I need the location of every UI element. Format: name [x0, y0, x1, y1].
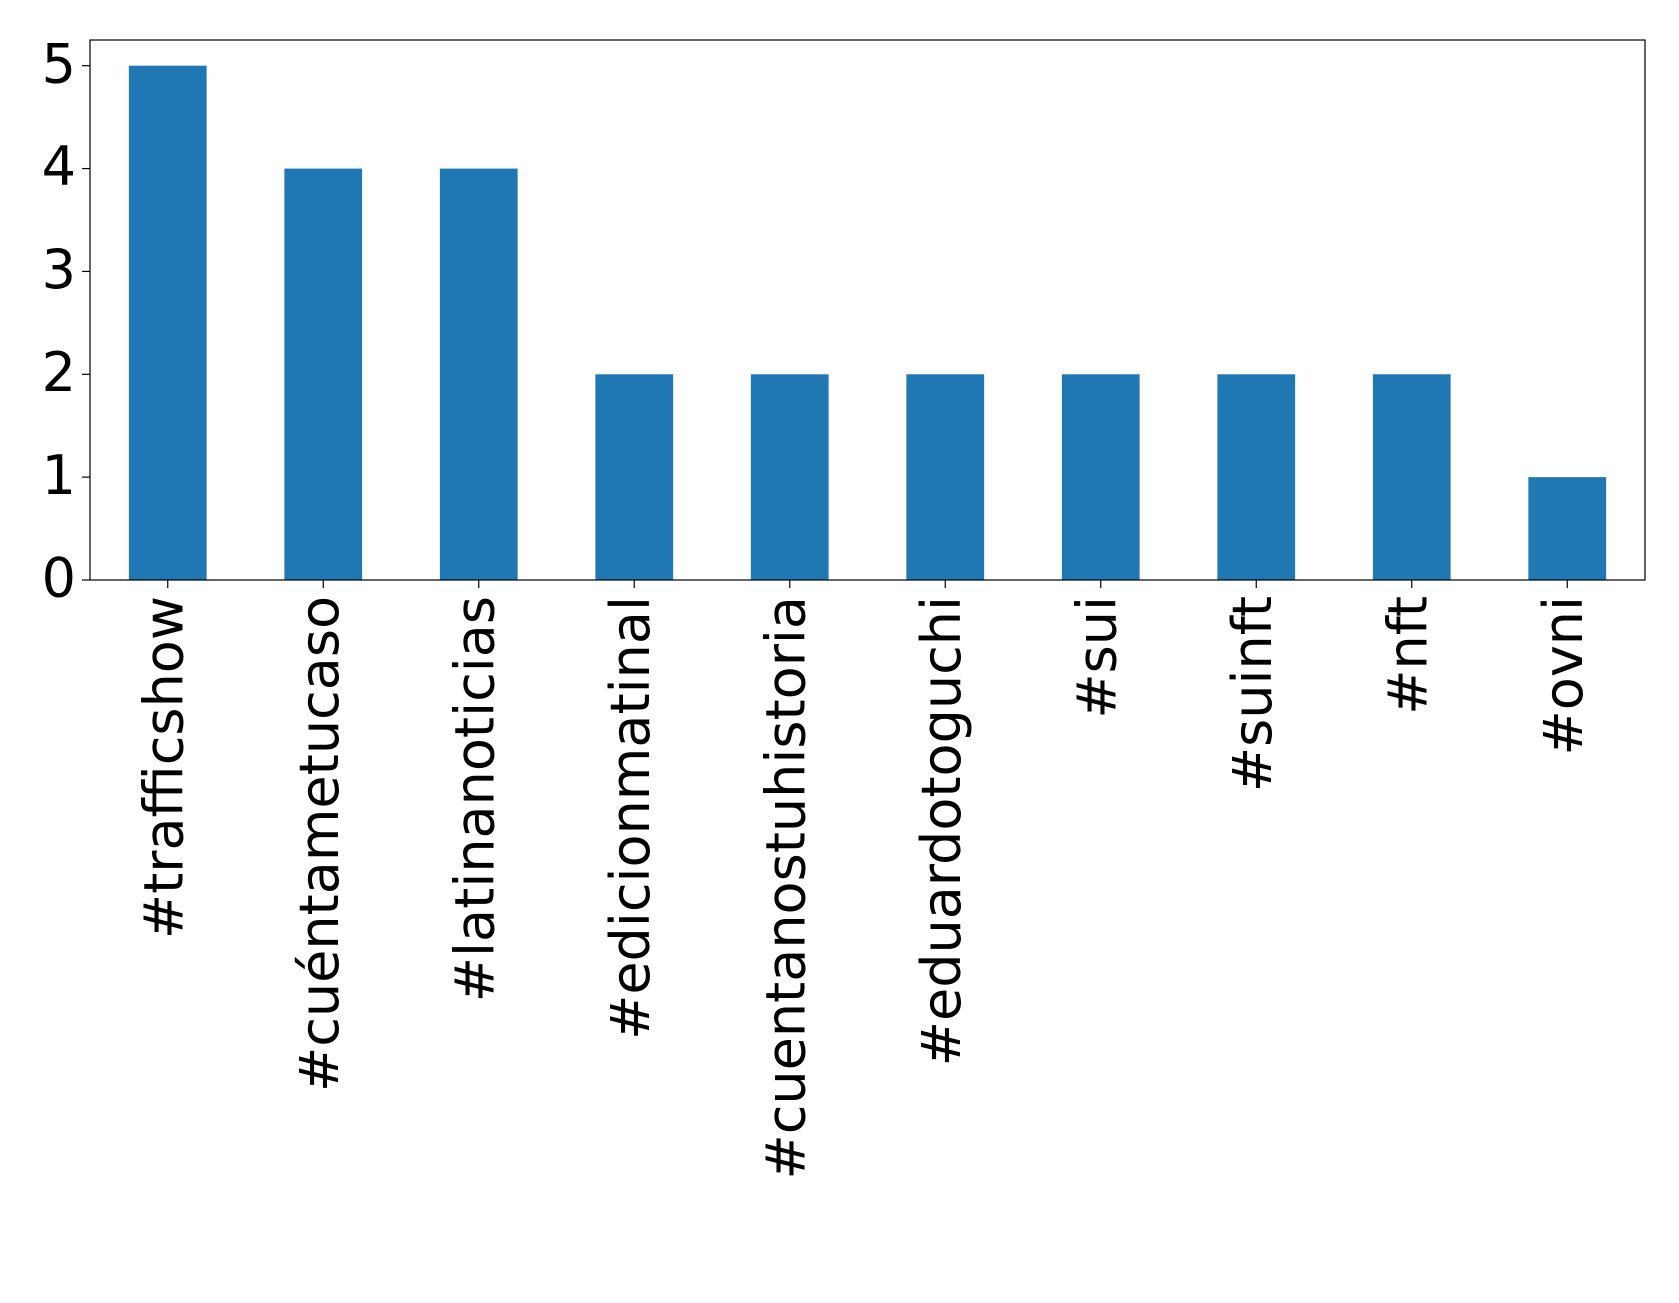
bar [1372, 374, 1451, 580]
x-tick-label: #nft [1376, 596, 1439, 715]
x-tick-label: #sui [1065, 596, 1128, 719]
x-tick-label: #cuéntametucaso [288, 596, 351, 1092]
bar [1061, 374, 1140, 580]
y-tick-label: 2 [42, 341, 76, 404]
x-tick-label: #cuentanostuhistoria [754, 596, 817, 1180]
x-tick-label: #trafficshow [132, 596, 195, 939]
plot-frame [89, 39, 1646, 581]
bar [439, 168, 518, 581]
bar [750, 374, 829, 580]
x-tick-label: #latinanoticias [443, 596, 506, 1002]
bar [1528, 477, 1607, 580]
bar [1217, 374, 1296, 580]
y-tick-label: 5 [42, 32, 76, 95]
x-tick-label: #ovni [1532, 596, 1595, 755]
bar [284, 168, 363, 581]
x-tick-label: #eduardotoguchi [910, 596, 973, 1066]
y-tick-label: 3 [42, 238, 76, 301]
y-tick-label: 4 [42, 135, 76, 198]
bar [906, 374, 985, 580]
y-tick-label: 1 [42, 444, 76, 507]
bar [595, 374, 674, 580]
x-tick-label: #suinft [1221, 596, 1284, 792]
bar [128, 65, 207, 580]
x-tick-label: #edicionmatinal [599, 596, 662, 1040]
y-tick-label: 0 [42, 547, 76, 610]
